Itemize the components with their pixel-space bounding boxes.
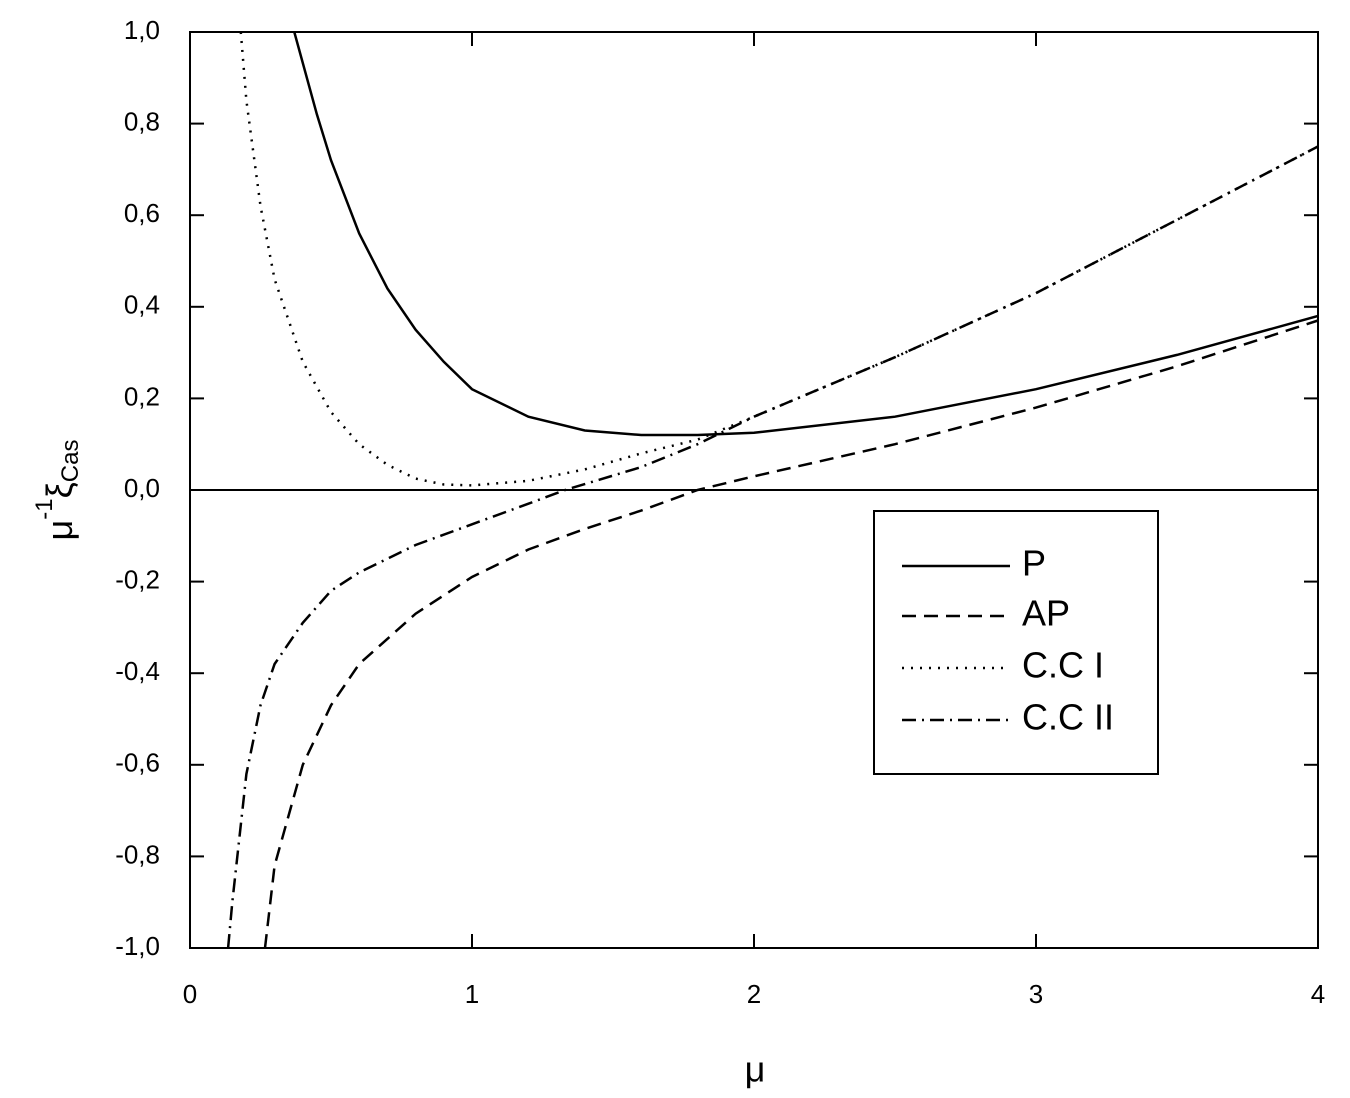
y-label-base: μ — [39, 520, 80, 541]
y-label-sup: -1 — [31, 498, 58, 519]
x-tick-label: 0 — [183, 979, 197, 1009]
y-tick-label: 0,4 — [124, 290, 160, 320]
legend-label: P — [1022, 543, 1046, 584]
y-label-main: ξ — [39, 482, 80, 498]
y-axis-label-text: μ-1ξCas — [31, 440, 84, 541]
plot-frame — [189, 31, 1319, 949]
series-line — [226, 145, 1318, 948]
y-tick-label: 0,6 — [124, 198, 160, 228]
series-line — [239, 32, 1318, 487]
legend-label: AP — [1022, 593, 1070, 634]
x-tick-label: 1 — [465, 979, 479, 1009]
x-tick-label: 4 — [1311, 979, 1325, 1009]
x-axis-label: μ — [745, 1049, 766, 1090]
legend-label: C.C I — [1022, 645, 1104, 686]
y-tick-label: 0,8 — [124, 106, 160, 136]
y-tick-label: 0,2 — [124, 381, 160, 411]
y-tick-label: -0,8 — [115, 839, 160, 869]
y-tick-label: -0,2 — [115, 564, 160, 594]
y-label-sub: Cas — [57, 440, 84, 483]
x-tick-label: 3 — [1029, 979, 1043, 1009]
series-line — [293, 32, 1318, 437]
series-line — [263, 319, 1318, 948]
y-tick-label: 1,0 — [124, 15, 160, 45]
y-tick-label: -0,4 — [115, 656, 160, 686]
y-tick-label: -0,6 — [115, 748, 160, 778]
y-tick-label: 0,0 — [124, 473, 160, 503]
x-tick-label: 2 — [747, 979, 761, 1009]
y-tick-label: -1,0 — [115, 931, 160, 961]
legend-label: C.C II — [1022, 697, 1114, 738]
legend-box — [873, 510, 1159, 775]
y-axis-label: μ-1ξCas — [31, 440, 84, 541]
